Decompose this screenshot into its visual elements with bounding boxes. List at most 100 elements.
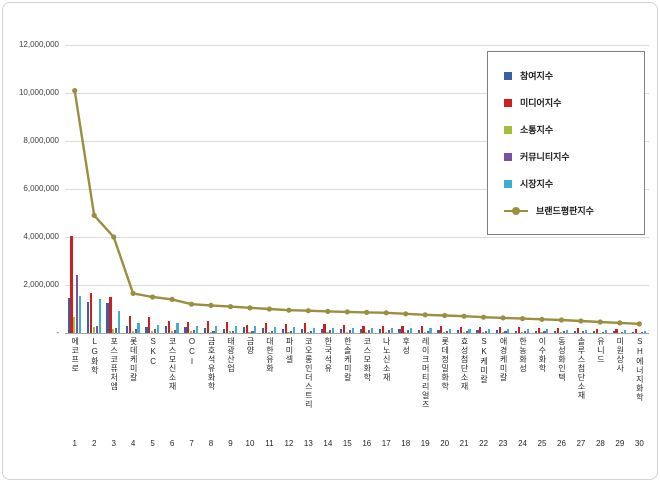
category-label-cell: 후성 xyxy=(396,337,415,435)
category-label: 효성첨단소재 xyxy=(460,337,470,391)
bar xyxy=(87,301,90,333)
bar xyxy=(112,329,115,333)
bar xyxy=(401,325,404,333)
bar xyxy=(173,330,176,333)
category-label: SH에너지화학 xyxy=(635,337,645,402)
bar xyxy=(359,328,362,333)
bar xyxy=(576,328,579,333)
bar xyxy=(148,317,151,333)
rank-label: 30 xyxy=(634,439,644,448)
data-point-marker xyxy=(617,320,623,326)
rank-label: 19 xyxy=(420,439,430,448)
bar xyxy=(312,328,315,333)
bar xyxy=(70,235,73,333)
category-label: 후성 xyxy=(401,337,411,355)
bar xyxy=(226,322,229,333)
bar xyxy=(92,327,95,333)
category-label: 이수화학 xyxy=(537,337,547,373)
category-label-cell: 미원상사 xyxy=(610,337,629,435)
bar xyxy=(521,332,524,333)
category-label-cell: 한농화성 xyxy=(513,337,532,435)
category-label: 미원상사 xyxy=(615,337,625,373)
legend-item: 시장지수 xyxy=(504,170,640,197)
data-point-marker xyxy=(461,313,467,319)
category-label: 동성화인텍 xyxy=(557,337,567,382)
bar xyxy=(262,328,265,333)
bar xyxy=(106,303,109,333)
bar xyxy=(125,325,129,333)
bar xyxy=(476,330,479,333)
rank-label: 20 xyxy=(440,439,450,448)
rank-label: 14 xyxy=(323,439,333,448)
rank-label: 4 xyxy=(130,439,136,448)
bar xyxy=(582,331,585,333)
bar xyxy=(384,332,387,333)
bar xyxy=(540,332,543,333)
bar xyxy=(612,331,615,333)
category-label-cell: 에코프로 xyxy=(65,337,84,435)
bar xyxy=(281,328,284,333)
category-label-cell: 대한유화 xyxy=(260,337,279,435)
x-axis-rank-labels: 1 2 3 4 5 6 7 8 9 10 11 12 13 14 15 16 17 18 19 20 21 22 23 24 2… xyxy=(65,439,649,448)
rank-label: 10 xyxy=(245,439,255,448)
category-label-cell: 솔루스첨단소재 xyxy=(571,337,590,435)
bar xyxy=(234,325,237,333)
data-point-marker xyxy=(305,308,311,314)
bar xyxy=(95,325,98,333)
rank-label: 23 xyxy=(498,439,508,448)
bar xyxy=(187,322,190,333)
category-label: SKC xyxy=(148,337,158,367)
data-point-marker xyxy=(364,309,370,315)
data-point-marker xyxy=(403,311,409,317)
y-axis-label: 4,000,000 xyxy=(23,232,59,241)
category-label-cell: 롯데정밀화학 xyxy=(435,337,454,435)
rank-label: 21 xyxy=(459,439,469,448)
bar xyxy=(206,321,209,333)
category-label: 롯데케미칼 xyxy=(129,337,139,382)
bar xyxy=(134,329,137,333)
y-axis-label: 12,000,000 xyxy=(18,40,59,49)
y-axis-label: 2,000,000 xyxy=(23,280,59,289)
bar xyxy=(593,331,596,333)
bar xyxy=(340,329,343,333)
bar xyxy=(501,332,504,333)
x-axis-category-labels: 에코프로 LG화학 포스코퓨처엠 롯데케미칼 SKC 코스모신소재 OCI 금호석유화학 태광산… xyxy=(65,337,649,435)
bar xyxy=(203,328,206,333)
bar xyxy=(254,325,257,333)
bar xyxy=(518,327,521,333)
bar xyxy=(404,332,407,333)
bar xyxy=(195,325,199,333)
bar xyxy=(554,330,557,333)
y-axis-label: 8,000,000 xyxy=(23,136,59,145)
bar xyxy=(212,330,215,333)
bar xyxy=(248,331,251,333)
bar xyxy=(387,330,390,333)
bar xyxy=(184,327,187,333)
bar xyxy=(309,330,312,333)
bar xyxy=(379,329,382,333)
category-label-cell: 금호석유화학 xyxy=(201,337,220,435)
bar xyxy=(365,332,368,333)
bar xyxy=(621,331,624,333)
data-point-marker xyxy=(169,296,175,302)
bar xyxy=(287,332,290,333)
bar xyxy=(381,325,385,333)
category-label: 한국석유 xyxy=(323,337,333,373)
bar xyxy=(643,330,646,333)
category-label-cell: 레이크머티리얼즈 xyxy=(415,337,434,435)
category-label: 에코프로 xyxy=(70,337,80,373)
rank-label: 28 xyxy=(595,439,605,448)
bar xyxy=(417,329,421,333)
category-label: 한솔케미칼 xyxy=(343,337,353,382)
bar xyxy=(154,329,157,333)
bar xyxy=(109,297,112,333)
bar xyxy=(329,330,332,333)
bar xyxy=(495,330,498,333)
data-point-marker xyxy=(597,319,603,325)
category-label-cell: 태광산업 xyxy=(221,337,240,435)
bar xyxy=(484,330,488,333)
data-point-marker xyxy=(558,317,564,323)
bar xyxy=(190,331,193,333)
bar xyxy=(67,298,70,333)
